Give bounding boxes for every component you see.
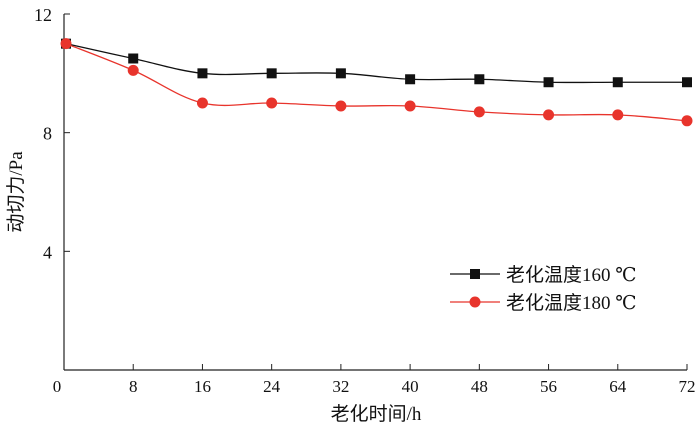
data-point-circle — [612, 109, 624, 121]
series-line-2 — [65, 43, 688, 122]
series-line-1 — [65, 43, 687, 84]
x-tick-label: 16 — [194, 377, 211, 396]
data-point-square — [682, 77, 692, 88]
y-tick-label: 4 — [43, 242, 52, 262]
data-point-circle — [266, 97, 278, 109]
legend-marker-circle — [469, 296, 481, 308]
data-point-circle — [404, 100, 416, 112]
x-tick-label: 48 — [471, 377, 488, 396]
y-tick-label: 8 — [43, 124, 52, 144]
y-tick-label: 12 — [34, 5, 52, 25]
x-tick-label: 8 — [129, 377, 138, 396]
x-tick-label: 24 — [263, 377, 281, 396]
x-tick-label: 32 — [332, 377, 349, 396]
data-point-circle — [681, 115, 693, 127]
y-axis-label: 动切力/Pa — [5, 151, 27, 233]
legend: 老化温度160 ℃ 老化温度180 ℃ — [450, 264, 637, 314]
data-point-circle — [60, 38, 72, 50]
data-point-circle — [335, 100, 347, 112]
data-point-square — [612, 77, 623, 88]
x-tick-label: 0 — [53, 377, 62, 396]
x-tick-label: 64 — [609, 377, 627, 396]
x-tick-label: 40 — [402, 377, 419, 396]
data-point-square — [335, 68, 346, 79]
x-tick-label: 72 — [679, 377, 696, 396]
x-tick-label: 56 — [540, 377, 557, 396]
legend-marker-square — [470, 269, 480, 279]
data-point-circle — [543, 109, 555, 121]
data-point-circle — [196, 97, 208, 109]
x-axis-label: 老化时间/h — [331, 403, 422, 425]
data-point-square — [197, 68, 208, 79]
series-group — [60, 38, 693, 127]
data-point-circle — [473, 106, 485, 118]
legend-label: 老化温度160 ℃ — [506, 264, 637, 286]
data-point-square — [543, 77, 554, 88]
legend-label: 老化温度180 ℃ — [506, 292, 637, 314]
data-point-square — [405, 74, 416, 85]
data-point-square — [128, 53, 139, 64]
data-point-circle — [127, 64, 139, 76]
data-point-square — [474, 74, 485, 85]
data-point-square — [266, 68, 277, 79]
